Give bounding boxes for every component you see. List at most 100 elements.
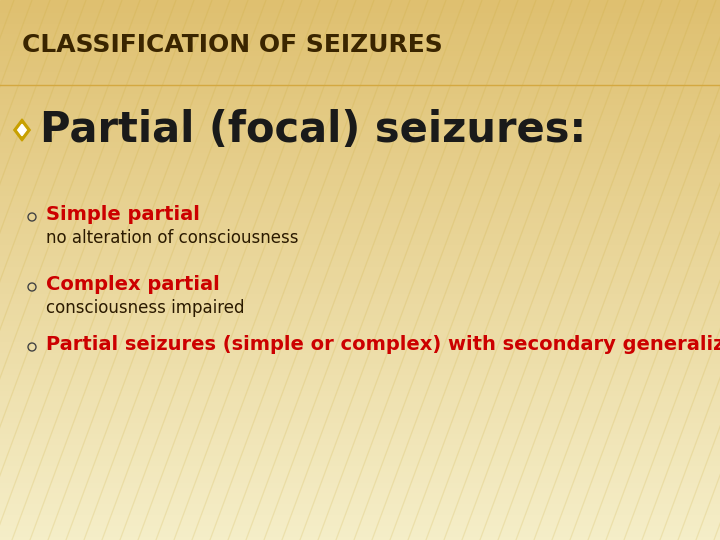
Bar bbox=[0, 248, 720, 254]
Bar bbox=[0, 486, 720, 491]
Bar bbox=[0, 491, 720, 497]
Bar bbox=[0, 211, 720, 216]
Bar bbox=[0, 313, 720, 319]
Bar bbox=[0, 43, 720, 49]
Bar bbox=[0, 329, 720, 335]
Bar bbox=[0, 335, 720, 340]
Bar bbox=[0, 194, 720, 200]
Bar bbox=[0, 400, 720, 405]
Bar bbox=[0, 113, 720, 119]
Bar bbox=[0, 324, 720, 329]
Bar bbox=[0, 437, 720, 443]
Bar bbox=[0, 281, 720, 286]
Bar bbox=[0, 259, 720, 265]
Bar bbox=[0, 529, 720, 535]
Bar bbox=[0, 227, 720, 232]
Bar bbox=[0, 502, 720, 508]
Bar bbox=[0, 108, 720, 113]
Bar bbox=[0, 173, 720, 178]
Bar bbox=[0, 70, 720, 76]
Bar bbox=[0, 367, 720, 373]
Bar bbox=[0, 189, 720, 194]
Bar bbox=[0, 146, 720, 151]
Bar bbox=[0, 65, 720, 70]
Bar bbox=[0, 16, 720, 22]
Bar bbox=[0, 275, 720, 281]
Bar bbox=[0, 373, 720, 378]
Bar bbox=[0, 394, 720, 400]
Bar bbox=[0, 286, 720, 292]
Bar bbox=[0, 448, 720, 454]
Bar bbox=[0, 464, 720, 470]
Bar bbox=[0, 32, 720, 38]
Bar bbox=[0, 167, 720, 173]
Bar bbox=[0, 389, 720, 394]
Bar bbox=[0, 432, 720, 437]
Bar bbox=[0, 54, 720, 59]
Bar bbox=[0, 243, 720, 248]
Bar bbox=[0, 232, 720, 238]
Bar bbox=[0, 475, 720, 481]
Bar bbox=[0, 513, 720, 518]
Bar bbox=[0, 416, 720, 421]
Bar bbox=[0, 140, 720, 146]
Text: Partial (focal) seizures:: Partial (focal) seizures: bbox=[40, 109, 586, 151]
Bar bbox=[0, 130, 720, 135]
Bar bbox=[0, 200, 720, 205]
Bar bbox=[0, 81, 720, 86]
Bar bbox=[0, 265, 720, 270]
Bar bbox=[0, 5, 720, 11]
Text: consciousness impaired: consciousness impaired bbox=[46, 299, 245, 317]
Bar bbox=[0, 49, 720, 54]
Text: Complex partial: Complex partial bbox=[46, 275, 220, 294]
Bar bbox=[0, 254, 720, 259]
Bar bbox=[0, 238, 720, 243]
Text: Partial seizures (simple or complex) with secondary generalization: Partial seizures (simple or complex) wit… bbox=[46, 335, 720, 354]
Bar bbox=[0, 205, 720, 211]
Bar bbox=[0, 497, 720, 502]
Polygon shape bbox=[18, 124, 27, 136]
Bar bbox=[0, 340, 720, 346]
Bar bbox=[0, 38, 720, 43]
Bar bbox=[0, 356, 720, 362]
Text: CLASSIFICATION OF SEIZURES: CLASSIFICATION OF SEIZURES bbox=[22, 33, 443, 57]
Bar bbox=[0, 178, 720, 184]
Bar bbox=[0, 319, 720, 324]
Bar bbox=[0, 162, 720, 167]
Bar bbox=[0, 405, 720, 410]
Bar bbox=[0, 119, 720, 124]
Bar bbox=[0, 518, 720, 524]
Bar bbox=[0, 508, 720, 513]
Bar bbox=[0, 292, 720, 297]
Bar bbox=[0, 470, 720, 475]
Bar bbox=[0, 454, 720, 459]
Bar bbox=[0, 86, 720, 92]
Bar bbox=[0, 421, 720, 427]
Bar bbox=[0, 124, 720, 130]
Bar bbox=[0, 459, 720, 464]
Bar bbox=[0, 270, 720, 275]
Bar bbox=[0, 443, 720, 448]
Bar bbox=[0, 410, 720, 416]
Bar bbox=[0, 151, 720, 157]
Bar bbox=[0, 92, 720, 97]
Bar bbox=[0, 308, 720, 313]
Bar bbox=[0, 216, 720, 221]
Bar bbox=[0, 362, 720, 367]
Bar bbox=[0, 427, 720, 432]
Bar bbox=[0, 184, 720, 189]
Bar bbox=[0, 11, 720, 16]
Text: no alteration of consciousness: no alteration of consciousness bbox=[46, 229, 299, 247]
Bar bbox=[0, 97, 720, 103]
Bar bbox=[0, 378, 720, 383]
Bar bbox=[0, 157, 720, 162]
Bar bbox=[0, 481, 720, 486]
Bar bbox=[0, 135, 720, 140]
Bar bbox=[0, 103, 720, 108]
Bar bbox=[0, 351, 720, 356]
Bar bbox=[0, 221, 720, 227]
Polygon shape bbox=[14, 119, 30, 141]
Bar bbox=[0, 297, 720, 302]
Bar bbox=[0, 524, 720, 529]
Bar bbox=[0, 27, 720, 32]
